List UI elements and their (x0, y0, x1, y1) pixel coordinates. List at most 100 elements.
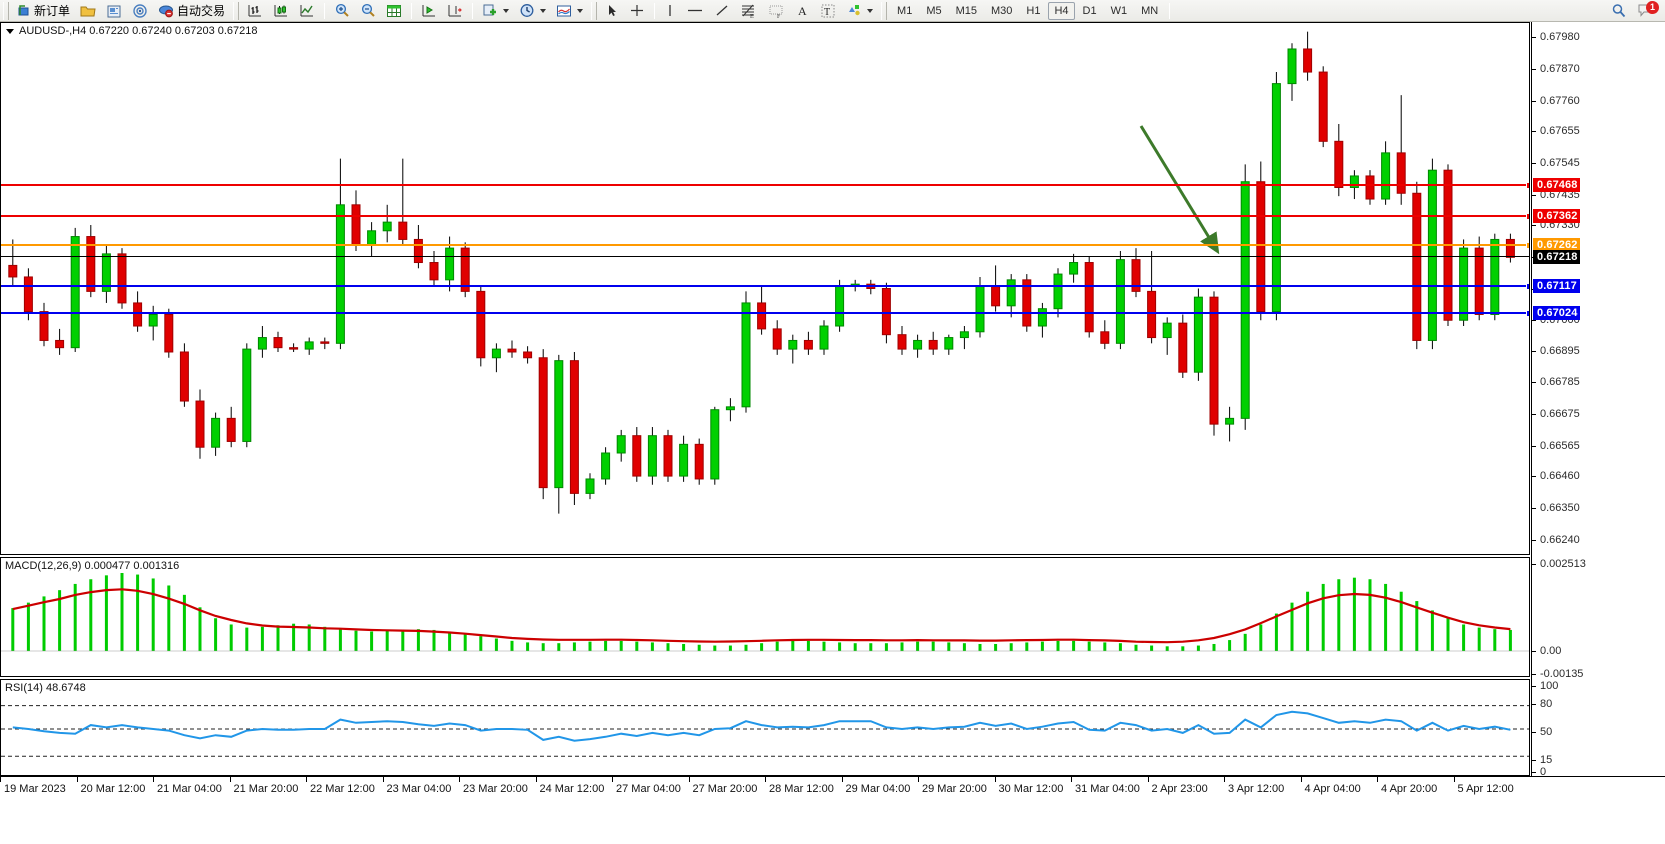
price-tick: 0.66565 (1532, 440, 1580, 452)
time-tick (459, 777, 460, 782)
price-scale[interactable]: 0.67980 0.67870 0.67760 0.67655 0.67545 0.674… (1531, 22, 1665, 778)
macd-title: MACD(12,26,9) 0.000477 0.001316 (5, 560, 180, 572)
crosshair-button[interactable] (625, 1, 649, 21)
price-tick: 0.66240 (1532, 534, 1580, 546)
time-axis[interactable]: 19 Mar 2023 20 Mar 12:00 21 Mar 04:00 21 Ma… (0, 776, 1665, 844)
time-tick (306, 777, 307, 782)
svg-text:A: A (798, 4, 807, 18)
price-label-resistance[interactable]: 0.67362 (1533, 208, 1581, 223)
price-tick: 0.66460 (1532, 470, 1580, 482)
toolbar-grip-2[interactable] (233, 1, 240, 20)
timeframe-m15[interactable]: M15 (955, 4, 977, 17)
time-label: 4 Apr 20:00 (1381, 783, 1438, 795)
time-label: 3 Apr 12:00 (1228, 783, 1285, 795)
time-tick (1300, 777, 1302, 782)
level-handle[interactable] (1526, 212, 1529, 220)
search-button[interactable] (1607, 1, 1631, 21)
timeframe-w1[interactable]: W1 (1110, 4, 1128, 17)
bar-chart-button[interactable] (243, 1, 267, 21)
macd-tick: -0.00135 (1532, 668, 1583, 680)
chevron-down-icon[interactable] (503, 8, 510, 13)
level-handle[interactable] (1526, 310, 1529, 318)
rsi-pane[interactable]: RSI(14) 48.6748 (0, 679, 1530, 776)
toolbar-separator-1 (324, 2, 326, 19)
timeframe-h4[interactable]: H4 (1048, 1, 1075, 20)
timeframe-m30[interactable]: M30 (991, 4, 1013, 17)
price-pane[interactable]: AUDUSD-,H4 0.67220 0.67240 0.67203 0.672… (0, 22, 1530, 555)
fibo-button[interactable]: E (736, 1, 762, 21)
folder-button[interactable] (76, 1, 100, 21)
new-order-button[interactable]: 新订单 (13, 1, 74, 21)
chart-shift-button[interactable] (443, 1, 467, 21)
auto-trading-button[interactable]: 自动交易 (154, 1, 229, 21)
grid-icon (386, 4, 402, 18)
toolbar-grip[interactable] (3, 1, 9, 20)
rsi-tick: 15 (1532, 754, 1552, 766)
chart-menu-caret-icon[interactable] (6, 29, 14, 34)
scroll-end-button[interactable] (417, 1, 441, 21)
chevron-down-icon-4[interactable] (867, 8, 874, 13)
timeframe-m5[interactable]: M5 (926, 4, 942, 17)
level-handle[interactable] (1526, 283, 1529, 291)
level-line-resistance[interactable] (1, 182, 1529, 190)
macd-pane[interactable]: MACD(12,26,9) 0.000477 0.001316 (0, 557, 1530, 677)
level-handle[interactable] (1526, 182, 1529, 190)
time-tick (612, 777, 613, 782)
label-button[interactable]: T (816, 1, 840, 21)
chevron-down-icon-3[interactable] (577, 8, 584, 13)
price-label-current-price[interactable]: 0.67218 (1533, 250, 1581, 265)
time-label: 5 Apr 12:00 (1457, 783, 1514, 795)
level-handle[interactable] (1526, 241, 1529, 249)
timeframe-h1[interactable]: H1 (1026, 4, 1041, 17)
signal-button[interactable] (128, 1, 152, 21)
price-label-support[interactable]: 0.67117 (1533, 279, 1580, 294)
candlestick-chart-button[interactable] (269, 1, 293, 21)
toolbar-separator-3 (472, 2, 474, 19)
zoom-out-button[interactable] (356, 1, 380, 21)
zoom-in-icon (334, 3, 350, 18)
chart-symbol-title: AUDUSD-,H4 0.67220 0.67240 0.67203 0.672… (19, 25, 258, 37)
svg-text:F: F (777, 14, 781, 19)
news-button[interactable] (102, 1, 126, 21)
template-button[interactable] (552, 1, 587, 21)
level-line-current-price[interactable] (1, 256, 1529, 258)
period-button[interactable] (515, 1, 550, 21)
cursor-button[interactable] (601, 1, 623, 21)
shapes-button[interactable] (842, 1, 877, 21)
vline-button[interactable] (660, 1, 680, 21)
timeframe-m1[interactable]: M1 (897, 4, 913, 17)
text-button[interactable]: A (792, 1, 814, 21)
price-label-pivot[interactable]: 0.67262 (1533, 237, 1581, 252)
text-icon: A (796, 3, 810, 18)
shapes-icon (846, 3, 862, 18)
candlestick-chart-icon (273, 3, 289, 18)
time-label: 22 Mar 12:00 (310, 783, 375, 795)
timeframe-mn[interactable]: MN (1141, 4, 1159, 17)
channel-button[interactable]: F (764, 1, 790, 21)
autotrade-icon (158, 4, 174, 18)
toolbar-grip-3[interactable] (591, 1, 598, 20)
chevron-down-icon-2[interactable] (540, 8, 547, 13)
price-label-support[interactable]: 0.67024 (1533, 306, 1581, 321)
line-chart-button[interactable] (295, 1, 319, 21)
add-indicator-button[interactable] (478, 1, 513, 21)
time-label: 4 Apr 04:00 (1304, 783, 1361, 795)
level-line-support[interactable] (1, 310, 1529, 318)
zoom-in-button[interactable] (330, 1, 354, 21)
level-line-pivot[interactable] (1, 241, 1529, 249)
time-tick (535, 777, 537, 782)
rsi-tick: 80 (1532, 698, 1552, 710)
rsi-tick: 50 (1532, 726, 1552, 738)
trendline-button[interactable] (710, 1, 734, 21)
level-line-support[interactable] (1, 283, 1529, 291)
hline-button[interactable] (682, 1, 708, 21)
time-tick (1071, 777, 1072, 782)
toolbar-grip-4[interactable] (881, 1, 888, 20)
grid-button[interactable] (382, 1, 406, 21)
time-label: 29 Mar 04:00 (845, 783, 911, 795)
level-line-resistance[interactable] (1, 212, 1529, 220)
price-label-resistance[interactable]: 0.67468 (1533, 178, 1581, 193)
price-tick: 0.67980 (1532, 31, 1580, 43)
timeframe-d1[interactable]: D1 (1082, 4, 1097, 17)
notification-button[interactable]: 1 (1633, 0, 1659, 21)
